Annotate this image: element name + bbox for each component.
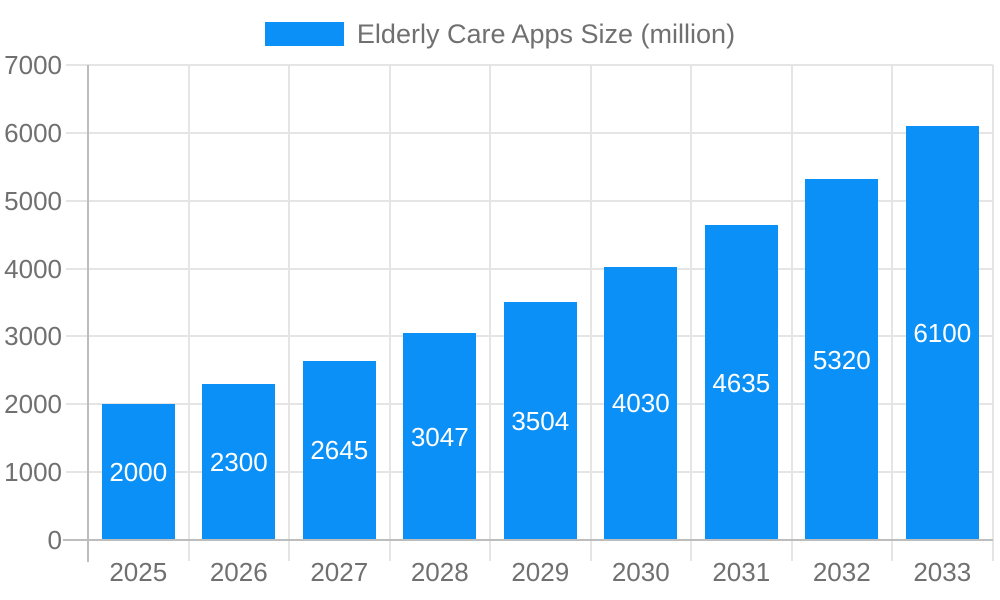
bar[interactable]: [905, 126, 979, 540]
y-axis-tick-label: 4000: [4, 253, 62, 284]
bar-value-label: 3504: [511, 406, 570, 437]
x-axis-tick-label: 2031: [712, 557, 771, 587]
legend-swatch-icon: [264, 22, 344, 46]
bar[interactable]: [403, 333, 477, 540]
y-axis-tick-label: 0: [47, 525, 62, 555]
gridline-vertical: [288, 65, 290, 561]
x-axis-line: [63, 539, 993, 541]
gridline-vertical: [690, 65, 692, 561]
bar[interactable]: [604, 266, 678, 540]
gridline-vertical: [891, 65, 893, 561]
y-axis-tick-label: 5000: [4, 185, 62, 216]
y-axis-tick-label: 3000: [4, 321, 62, 352]
y-axis-tick-label: 6000: [4, 117, 62, 148]
bar-value-label: 2645: [310, 435, 369, 466]
bar[interactable]: [503, 302, 577, 540]
bar[interactable]: [202, 383, 276, 540]
gridline-horizontal: [66, 267, 993, 270]
x-axis-tick-label: 2025: [109, 557, 168, 587]
gridline-horizontal: [66, 131, 993, 134]
legend[interactable]: Elderly Care Apps Size (million): [0, 19, 1000, 49]
gridline-vertical: [187, 65, 190, 561]
gridline-vertical: [991, 65, 994, 561]
bar-value-label: 4635: [712, 367, 771, 398]
gridline-vertical: [790, 65, 793, 561]
x-axis-tick-label: 2027: [310, 557, 369, 587]
y-axis-tick-label: 2000: [4, 389, 62, 420]
gridline-horizontal: [66, 199, 993, 202]
bar[interactable]: [302, 360, 376, 540]
gridline-horizontal: [66, 64, 993, 66]
x-axis-tick-label: 2030: [611, 557, 670, 587]
x-axis-tick-label: 2026: [209, 557, 268, 587]
bar-value-label: 5320: [812, 344, 871, 375]
gridline-vertical: [489, 65, 491, 561]
bar-value-label: 6100: [913, 318, 972, 349]
x-axis-tick-label: 2028: [410, 557, 469, 587]
x-axis-tick-label: 2033: [913, 557, 972, 587]
legend-label: Elderly Care Apps Size (million): [356, 19, 736, 49]
y-axis-tick-label: 7000: [4, 50, 62, 80]
bar[interactable]: [805, 179, 879, 540]
y-axis-line: [87, 65, 89, 562]
bar-value-label: 4030: [611, 388, 670, 419]
gridline-vertical: [589, 65, 592, 561]
bar-value-label: 2000: [109, 457, 168, 488]
x-axis-tick-label: 2029: [511, 557, 570, 587]
bar-value-label: 2300: [209, 446, 268, 477]
bar[interactable]: [704, 225, 778, 540]
bar-value-label: 3047: [410, 421, 469, 452]
y-axis-tick-label: 1000: [4, 457, 62, 488]
bar[interactable]: [101, 404, 175, 540]
x-axis-tick-label: 2032: [812, 557, 871, 587]
gridline-vertical: [388, 65, 391, 561]
